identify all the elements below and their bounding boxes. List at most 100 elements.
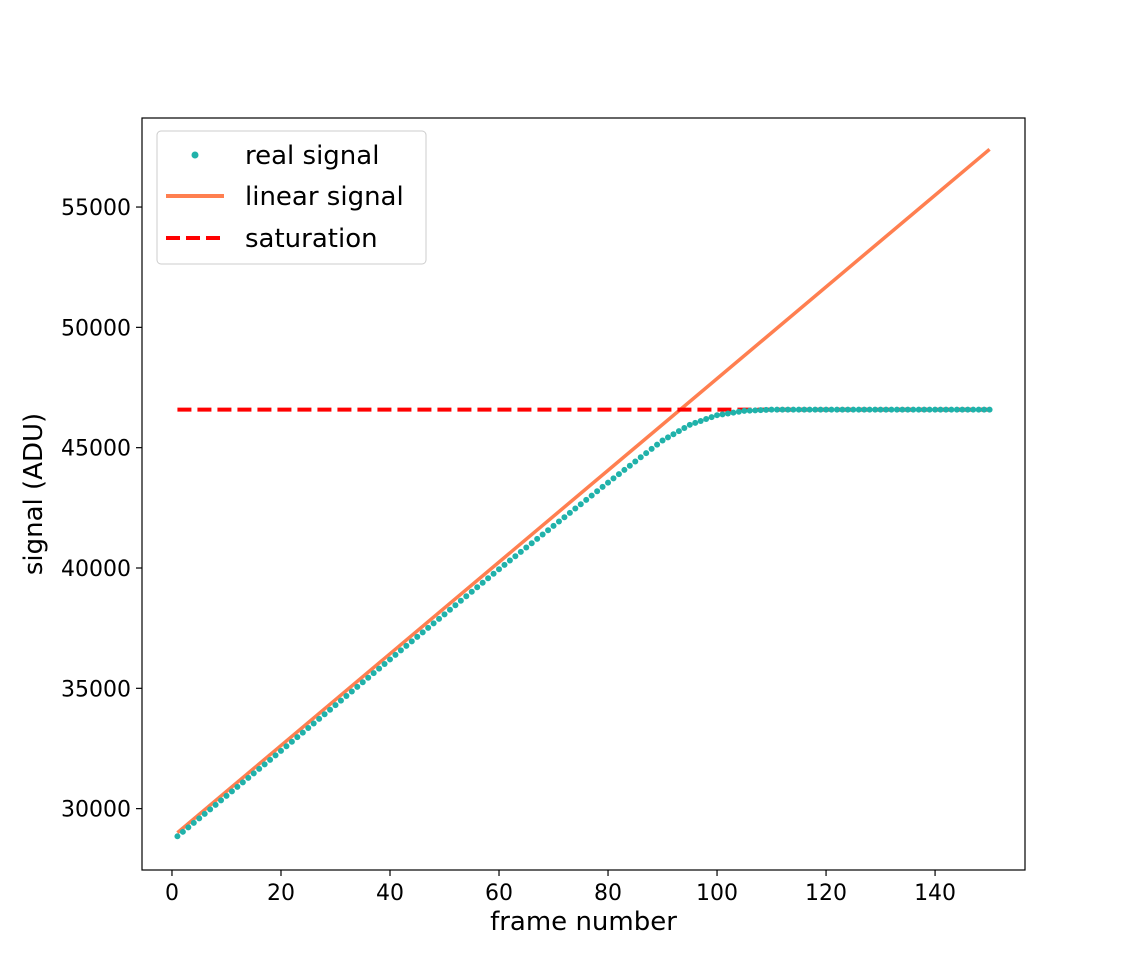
real-signal-point xyxy=(430,620,437,627)
real-signal-point xyxy=(714,412,721,419)
real-signal-point xyxy=(779,406,786,413)
y-tick-label: 55000 xyxy=(61,196,131,221)
real-signal-point xyxy=(523,544,530,551)
x-tick-label: 80 xyxy=(594,881,622,906)
real-signal-point xyxy=(768,406,775,413)
real-signal-point xyxy=(370,670,377,677)
y-tick-label: 30000 xyxy=(61,798,131,823)
real-signal-point xyxy=(899,406,906,413)
real-signal-point xyxy=(953,406,960,413)
real-signal-point xyxy=(305,725,312,732)
plot-frame xyxy=(141,117,1026,871)
real-signal-point xyxy=(397,647,404,654)
real-signal-point xyxy=(915,406,922,413)
real-signal-point xyxy=(348,688,355,695)
real-signal-point xyxy=(932,406,939,413)
real-signal-point xyxy=(387,656,394,663)
real-signal-point xyxy=(806,406,813,413)
real-signal-point xyxy=(812,406,819,413)
x-tick-label: 0 xyxy=(165,881,179,906)
real-signal-point xyxy=(354,683,361,690)
real-signal-point xyxy=(283,743,290,750)
real-signal-point xyxy=(419,629,426,636)
x-tick-label: 40 xyxy=(376,881,404,906)
real-signal-point xyxy=(741,407,748,414)
real-signal-point xyxy=(332,702,339,709)
real-signal-point xyxy=(719,411,726,418)
real-signal-point xyxy=(490,570,497,577)
real-signal-point xyxy=(572,505,579,512)
real-signal-point xyxy=(441,611,448,618)
real-signal-point xyxy=(877,406,884,413)
real-signal-point xyxy=(337,697,344,704)
real-signal-point xyxy=(327,706,334,713)
real-signal-point xyxy=(343,693,350,700)
x-axis-title: frame number xyxy=(490,907,677,937)
real-signal-point xyxy=(474,584,481,591)
real-signal-point xyxy=(773,406,780,413)
real-signal-point xyxy=(883,406,890,413)
legend-label-real-signal: real signal xyxy=(245,141,379,171)
real-signal-point xyxy=(403,642,410,649)
y-axis-title: signal (ADU) xyxy=(19,413,49,575)
real-signal-point xyxy=(277,747,284,754)
real-signal-point xyxy=(942,406,949,413)
real-signal-point xyxy=(485,575,492,582)
real-signal-point xyxy=(316,715,323,722)
real-signal-point xyxy=(730,409,737,416)
real-signal-point xyxy=(686,421,693,428)
real-signal-point xyxy=(408,638,415,645)
real-signal-point xyxy=(261,761,268,768)
real-signal-point xyxy=(643,450,650,457)
real-signal-point xyxy=(861,406,868,413)
real-signal-point xyxy=(664,434,671,441)
real-signal-point xyxy=(599,483,606,490)
real-signal-point xyxy=(670,431,677,438)
real-signal-point xyxy=(986,406,993,413)
real-signal-point xyxy=(975,406,982,413)
real-signal-point xyxy=(675,428,682,435)
real-signal-point xyxy=(605,479,612,486)
real-signal-point xyxy=(703,416,710,423)
real-signal-point xyxy=(545,527,552,534)
legend: real signal linear signal saturation xyxy=(156,130,427,265)
real-signal-point xyxy=(970,406,977,413)
y-tick-label: 40000 xyxy=(61,557,131,582)
real-signal-point xyxy=(872,406,879,413)
real-signal-point xyxy=(937,406,944,413)
real-signal-point xyxy=(632,458,639,465)
real-signal-point xyxy=(457,597,464,604)
real-signal-point xyxy=(223,792,230,799)
real-signal-point xyxy=(234,783,241,790)
real-signal-point xyxy=(904,406,911,413)
x-tick-label: 20 xyxy=(267,881,295,906)
real-signal-point xyxy=(844,406,851,413)
real-signal-point xyxy=(506,557,513,564)
real-signal-point xyxy=(267,756,274,763)
real-signal-point xyxy=(496,566,503,573)
real-signal-point xyxy=(784,406,791,413)
real-signal-point xyxy=(735,408,742,415)
real-signal-point xyxy=(550,522,557,529)
real-signal-point xyxy=(763,406,770,413)
real-signal-point xyxy=(463,593,470,600)
real-signal-point xyxy=(190,819,197,826)
real-signal-point xyxy=(910,406,917,413)
y-axis: 30000 35000 40000 45000 50000 55000 xyxy=(61,196,142,823)
real-signal-point xyxy=(239,779,246,786)
real-signal-point xyxy=(376,665,383,672)
real-signal-point xyxy=(528,540,535,547)
real-signal-point xyxy=(795,406,802,413)
real-signal-point xyxy=(964,406,971,413)
real-signal-point xyxy=(893,406,900,413)
real-signal-point xyxy=(648,445,655,452)
real-signal-point xyxy=(321,711,328,718)
real-signal-point xyxy=(299,729,306,736)
real-signal-point xyxy=(566,509,573,516)
real-signal-point xyxy=(921,406,928,413)
real-signal-point xyxy=(512,553,519,560)
real-signal-point xyxy=(517,548,524,555)
real-signal-point xyxy=(659,437,666,444)
real-signal-point xyxy=(626,462,633,469)
